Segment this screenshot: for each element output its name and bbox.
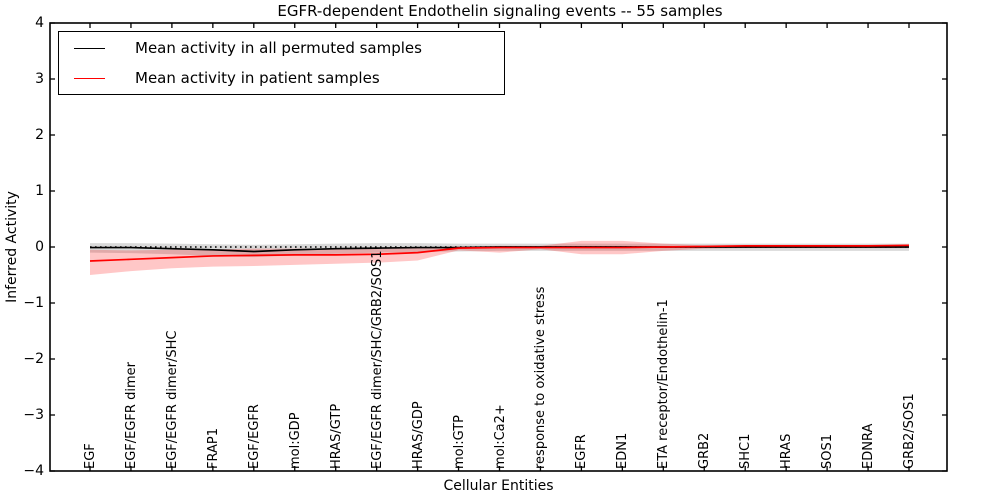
y-tick-label: 1 — [35, 183, 44, 199]
legend-label-permuted: Mean activity in all permuted samples — [135, 39, 422, 57]
x-tick-label: EGFR — [574, 434, 590, 469]
x-axis-label: Cellular Entities — [443, 478, 554, 494]
x-tick-label: EDNRA — [861, 423, 877, 469]
x-tick-label: SHC1 — [738, 433, 754, 469]
x-tick-label: EGF — [83, 443, 98, 469]
x-tick-label: HRAS/GDP — [410, 401, 426, 469]
x-tick-label: GRB2 — [697, 432, 713, 469]
black-line-sample-icon — [74, 47, 105, 49]
chart-title: EGFR-dependent Endothelin signaling even… — [277, 2, 723, 20]
legend-entry-permuted: Mean activity in all permuted samples — [59, 36, 504, 60]
y-tick-label: 4 — [35, 15, 44, 31]
x-tick-label: FRAP1 — [205, 428, 221, 469]
x-tick-label: EGF/EGFR dimer — [123, 362, 139, 469]
x-tick-label: EGF/EGFR dimer/SHC — [164, 330, 180, 469]
y-tick-label: −1 — [23, 295, 44, 311]
x-tick-label: HRAS/GTP — [328, 403, 344, 469]
legend-label-patient: Mean activity in patient samples — [135, 69, 380, 87]
legend: Mean activity in all permuted samples Me… — [58, 31, 505, 95]
y-tick-label: 3 — [35, 71, 44, 87]
x-tick-label: GRB2/SOS1 — [902, 393, 917, 469]
y-tick-label: −4 — [23, 463, 44, 479]
x-tick-label: SOS1 — [820, 433, 836, 469]
x-tick-label: EGF/EGFR — [246, 404, 262, 469]
y-tick-label: −3 — [23, 407, 44, 423]
y-tick-label: 2 — [35, 127, 44, 143]
mean-line-patient — [89, 244, 910, 262]
y-tick-label: 0 — [35, 239, 44, 255]
red-line-sample-icon — [74, 77, 105, 79]
y-tick-label: −2 — [23, 351, 44, 367]
x-tick-label: mol:GTP — [451, 415, 467, 469]
x-tick-label: EGF/EGFR dimer/SHC/GRB2/SOS1 — [369, 250, 385, 470]
x-tick-label: EDN1 — [615, 432, 631, 469]
legend-entry-patient: Mean activity in patient samples — [59, 66, 504, 90]
x-tick-label: ETA receptor/Endothelin-1 — [656, 299, 672, 469]
x-tick-label: response to oxidative stress — [533, 286, 549, 469]
x-tick-label: mol:Ca2+ — [492, 404, 508, 469]
x-tick-label: HRAS — [779, 433, 795, 469]
x-tick-label: mol:GDP — [287, 412, 303, 469]
